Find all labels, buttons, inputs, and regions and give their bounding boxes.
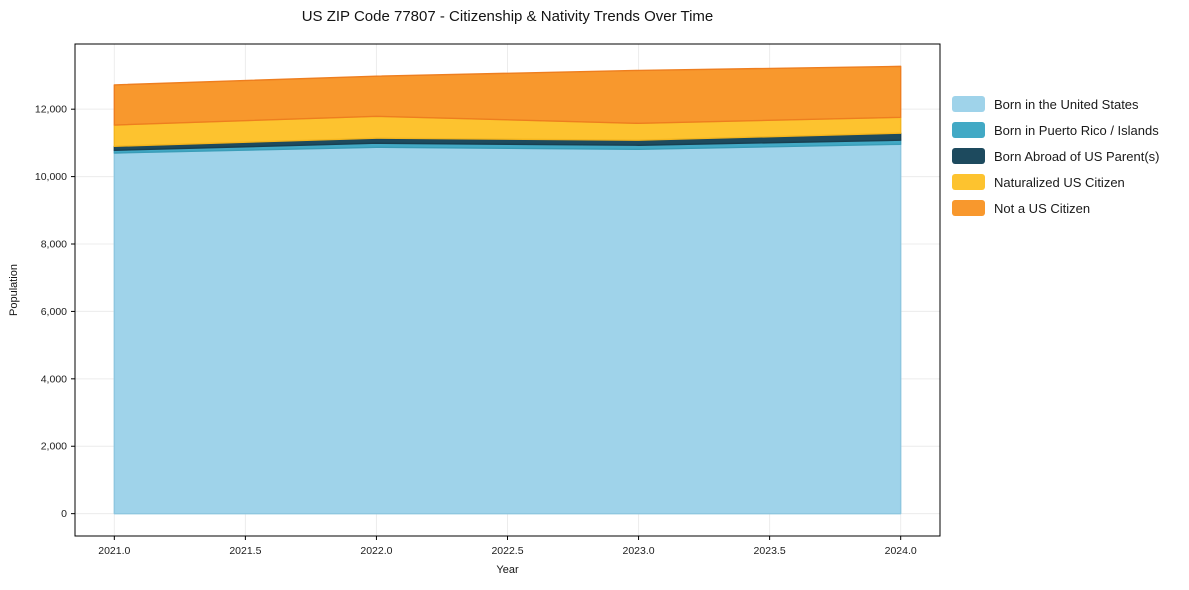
legend: Born in the United States Born in Puerto … bbox=[952, 96, 1159, 216]
legend-swatch bbox=[952, 96, 985, 112]
legend-label: Not a US Citizen bbox=[994, 200, 1091, 216]
x-tick-label: 2023.5 bbox=[754, 545, 786, 557]
y-tick-label: 4,000 bbox=[41, 373, 67, 385]
axes-frame bbox=[74, 43, 941, 537]
legend-item: Born Abroad of US Parent(s) bbox=[952, 148, 1159, 164]
legend-label: Naturalized US Citizen bbox=[994, 174, 1125, 190]
y-tick-label: 0 bbox=[61, 508, 67, 520]
legend-swatch bbox=[952, 200, 985, 216]
y-tick-label: 6,000 bbox=[41, 306, 67, 318]
x-tick-label: 2022.5 bbox=[491, 545, 523, 557]
legend-swatch bbox=[952, 174, 985, 190]
legend-item: Born in Puerto Rico / Islands bbox=[952, 122, 1159, 138]
chart-title: US ZIP Code 77807 - Citizenship & Nativi… bbox=[301, 8, 714, 25]
y-tick-label: 8,000 bbox=[41, 239, 67, 251]
legend-swatch bbox=[952, 122, 985, 138]
legend-label: Born Abroad of US Parent(s) bbox=[994, 148, 1160, 164]
legend-item: Not a US Citizen bbox=[952, 200, 1159, 216]
x-tick-label: 2023.0 bbox=[622, 545, 654, 557]
y-tick-label: 12,000 bbox=[35, 104, 67, 116]
x-tick-label: 2021.5 bbox=[229, 545, 261, 557]
legend-label: Born in Puerto Rico / Islands bbox=[994, 122, 1159, 138]
x-tick-label: 2021.0 bbox=[98, 545, 130, 557]
y-tick-label: 10,000 bbox=[35, 171, 67, 183]
legend-item: Naturalized US Citizen bbox=[952, 174, 1159, 190]
y-axis-label: Population bbox=[8, 264, 20, 316]
x-axis-label: Year bbox=[496, 564, 519, 576]
legend-item: Born in the United States bbox=[952, 96, 1159, 112]
legend-swatch bbox=[952, 148, 985, 164]
y-tick-label: 2,000 bbox=[41, 441, 67, 453]
area-series-4 bbox=[113, 65, 902, 126]
legend-label: Born in the United States bbox=[994, 96, 1139, 112]
x-tick-label: 2024.0 bbox=[885, 545, 917, 557]
area-series-0 bbox=[113, 143, 902, 515]
x-tick-label: 2022.0 bbox=[360, 545, 392, 557]
